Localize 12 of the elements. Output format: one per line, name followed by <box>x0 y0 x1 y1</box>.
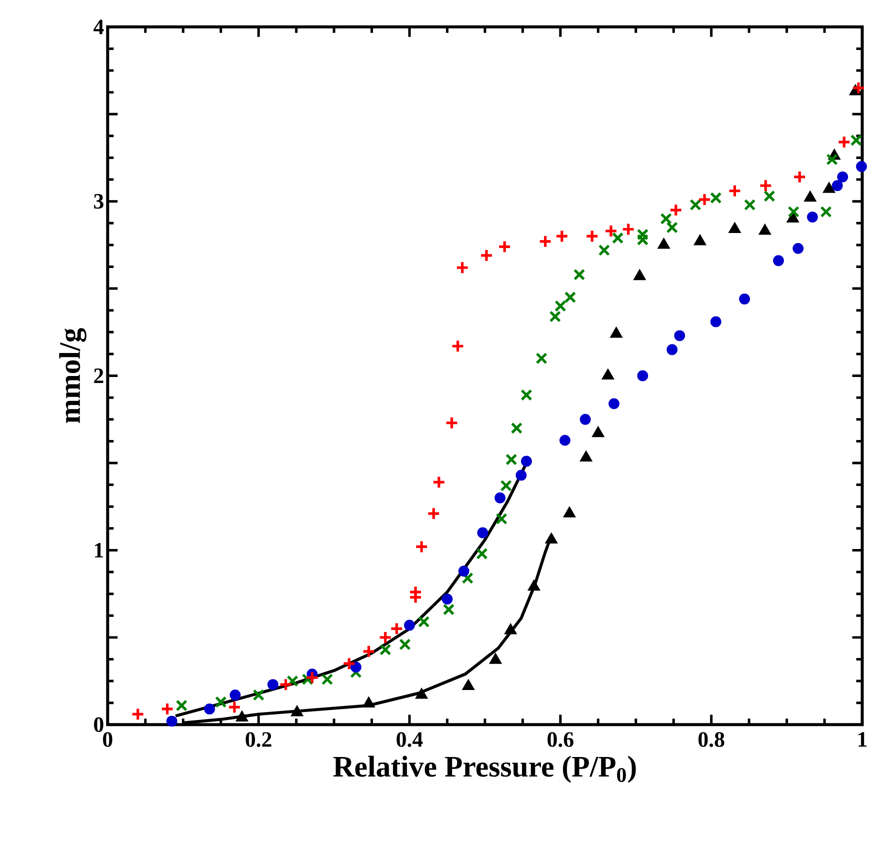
x-axis-title: Relative Pressure (P/P$_{0}$) <box>333 756 636 783</box>
x-tick-label: 0.4 <box>396 732 423 747</box>
x-tick-label: 0.6 <box>548 732 574 747</box>
x-tick-label: 0.2 <box>246 732 272 747</box>
y-tick-label: 2 <box>94 368 104 383</box>
y-tick-label: 4 <box>94 20 104 34</box>
x-tick-label: 0.8 <box>698 732 724 747</box>
y-tick-label: 1 <box>94 542 104 558</box>
y-tick-label: 0 <box>94 717 104 732</box>
y-axis-title: mmol/g <box>59 328 86 423</box>
x-tick-label: 1 <box>858 732 867 746</box>
y-tick-label: 3 <box>94 194 104 209</box>
